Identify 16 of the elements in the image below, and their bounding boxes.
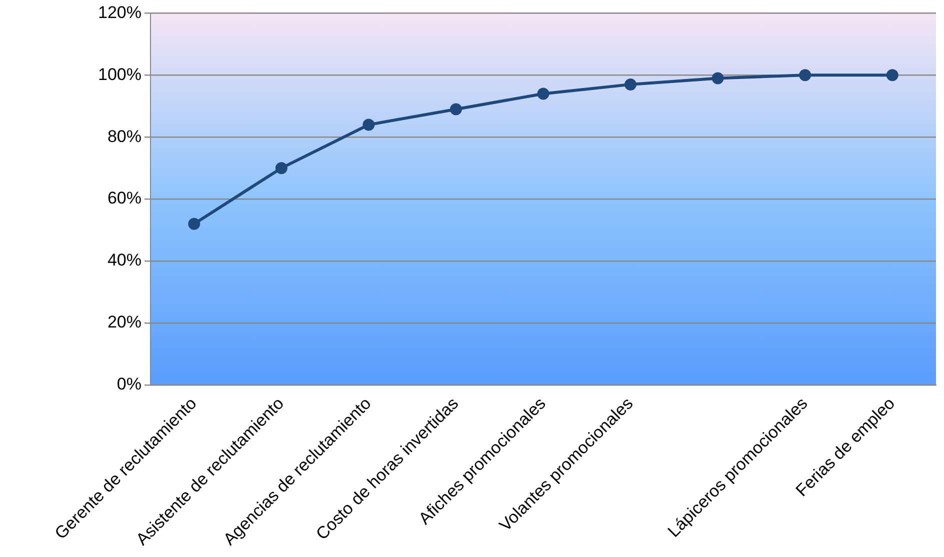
point <box>362 118 375 131</box>
point <box>537 88 550 100</box>
y-tick-label: 80% <box>107 126 142 146</box>
y-tick-label: 60% <box>107 188 142 208</box>
point <box>624 78 637 90</box>
point <box>188 218 200 230</box>
point <box>799 69 812 82</box>
point <box>886 69 898 82</box>
y-tick-label: 20% <box>107 312 142 332</box>
point <box>275 162 288 174</box>
y-tick-label: 40% <box>107 250 142 270</box>
y-tick-label: 120% <box>98 2 142 22</box>
y-tick-label: 100% <box>98 64 142 84</box>
y-tick-label: 0% <box>116 374 142 394</box>
point <box>450 103 462 116</box>
point <box>712 72 724 84</box>
